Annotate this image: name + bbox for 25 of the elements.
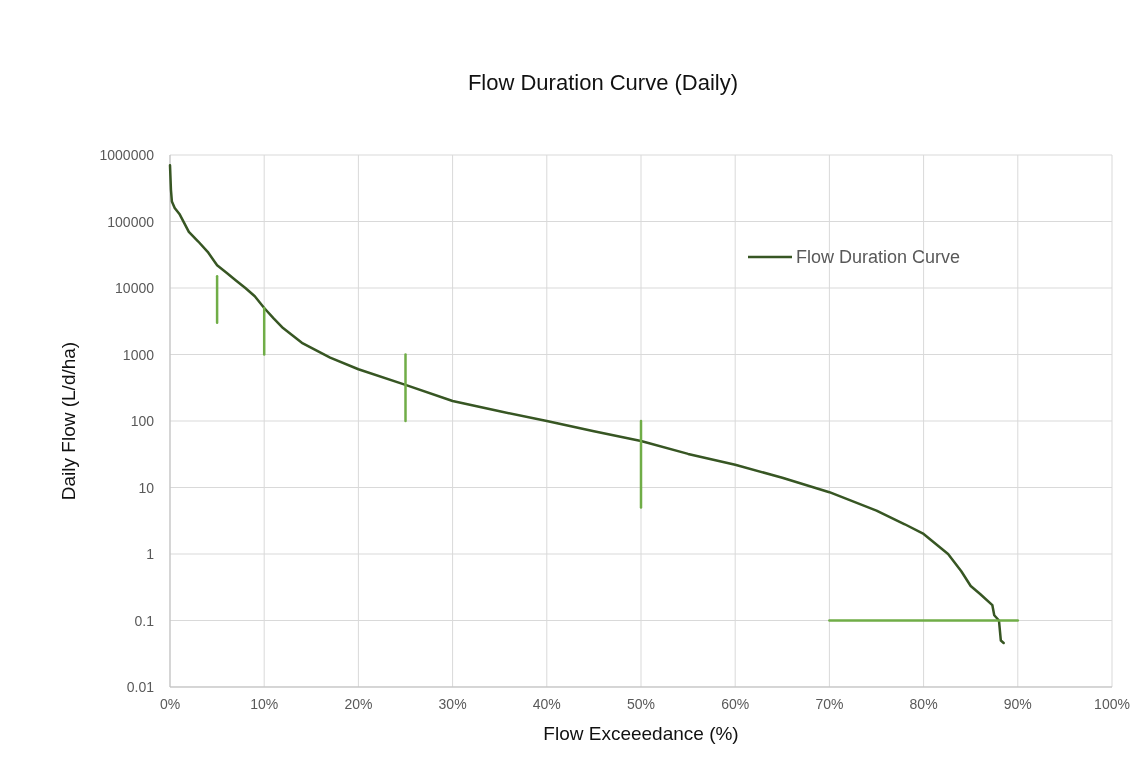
y-tick-label: 100000	[107, 213, 155, 230]
y-tick-label: 10000	[115, 280, 155, 296]
y-tick-label: 0.01	[126, 679, 155, 695]
x-tick-label: 30%	[438, 696, 467, 712]
y-tick-label: 0.1	[134, 612, 155, 629]
x-tick-label: 70%	[815, 696, 844, 712]
x-tick-label: 10%	[250, 696, 279, 712]
line-series	[168, 164, 1005, 645]
y-tick-label: 1	[146, 546, 155, 562]
x-tick-label: 80%	[909, 696, 938, 712]
y-axis-title: Daily Flow (L/d/ha)	[58, 341, 79, 501]
x-tick-label: 90%	[1003, 696, 1032, 712]
x-tick-label: 40%	[532, 696, 561, 712]
legend-label: Flow Duration Curve	[796, 247, 961, 267]
y-tick-label: 10	[138, 479, 155, 496]
y-tick-label: 1000000	[99, 147, 155, 163]
x-tick-label: 100%	[1094, 696, 1130, 712]
x-tick-label: 0%	[159, 696, 181, 712]
y-tick-label: 100	[130, 413, 155, 429]
x-axis-title: Flow Exceeedance (%)	[543, 723, 739, 744]
x-tick-label: 60%	[721, 696, 750, 712]
x-tick-label: 20%	[344, 696, 373, 712]
y-tick-label: 1000	[122, 346, 155, 363]
x-tick-label: 50%	[626, 696, 656, 712]
chart-title: Flow Duration Curve (Daily)	[467, 70, 739, 95]
